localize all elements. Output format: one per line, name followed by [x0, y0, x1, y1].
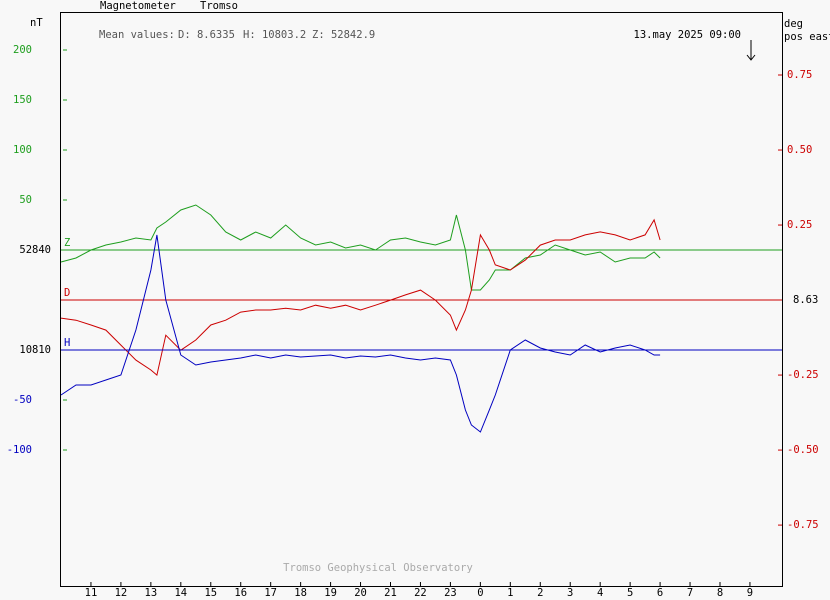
x-tick-label: 23: [444, 587, 457, 599]
y2-axis-label: deg: [784, 18, 803, 30]
series-line: [60, 204, 661, 291]
x-tick-label: 5: [627, 587, 633, 599]
baseline-label: 10810: [19, 344, 51, 356]
y2-tick-label: 0.75: [787, 69, 812, 81]
chart-title: Magnetometer: [100, 0, 176, 12]
series-name: Z: [64, 237, 70, 249]
x-tick-label: 18: [294, 587, 307, 599]
plot-frame: [60, 12, 783, 587]
x-tick-label: 4: [597, 587, 603, 599]
x-tick-label: 13: [145, 587, 158, 599]
y2-tick-label: -0.50: [787, 444, 819, 456]
y-tick-label: -100: [7, 444, 32, 456]
x-tick-label: 14: [174, 587, 187, 599]
y-tick-label: 150: [13, 94, 32, 106]
baseline-label: 52840: [19, 244, 51, 256]
y-tick-label: -50: [13, 394, 32, 406]
x-tick-label: 9: [747, 587, 753, 599]
mean-label: Mean values:: [99, 29, 175, 41]
y-axis-label: nT: [30, 17, 43, 29]
y2-tick-label: 0.50: [787, 144, 812, 156]
y-tick-label: 200: [13, 44, 32, 56]
x-tick-label: 7: [687, 587, 693, 599]
station: Tromso: [200, 0, 238, 12]
y2-tick-label: 0.25: [787, 219, 812, 231]
y2-tick-label: -0.25: [787, 369, 819, 381]
x-tick-label: 11: [85, 587, 98, 599]
mean-value: D: 8.6335: [178, 29, 235, 41]
x-tick-label: 16: [234, 587, 247, 599]
x-tick-label: 3: [567, 587, 573, 599]
arrow: [746, 40, 756, 61]
y-tick-label: 100: [13, 144, 32, 156]
x-tick-label: 6: [657, 587, 663, 599]
x-tick-label: 2: [537, 587, 543, 599]
baseline-label: 8.63: [793, 294, 818, 306]
y2-axis-sublabel: pos east: [784, 31, 830, 43]
series-name: D: [64, 287, 70, 299]
x-tick-label: 20: [354, 587, 367, 599]
timestamp: 13.may 2025 09:00: [634, 29, 741, 41]
footer: Tromso Geophysical Observatory: [283, 562, 473, 574]
x-tick-label: 17: [264, 587, 277, 599]
series-line: [60, 234, 661, 433]
x-tick-label: 15: [204, 587, 217, 599]
y-tick-label: 50: [19, 194, 32, 206]
series-line: [60, 218, 661, 377]
x-tick-label: 0: [477, 587, 483, 599]
x-tick-label: 12: [115, 587, 128, 599]
x-tick-label: 1: [507, 587, 513, 599]
series-name: H: [64, 337, 70, 349]
mean-value: Z: 52842.9: [312, 29, 375, 41]
x-tick-label: 19: [324, 587, 337, 599]
x-tick-label: 21: [384, 587, 397, 599]
mean-value: H: 10803.2: [243, 29, 306, 41]
x-tick-label: 22: [414, 587, 427, 599]
x-tick-label: 8: [717, 587, 723, 599]
y2-tick-label: -0.75: [787, 519, 819, 531]
